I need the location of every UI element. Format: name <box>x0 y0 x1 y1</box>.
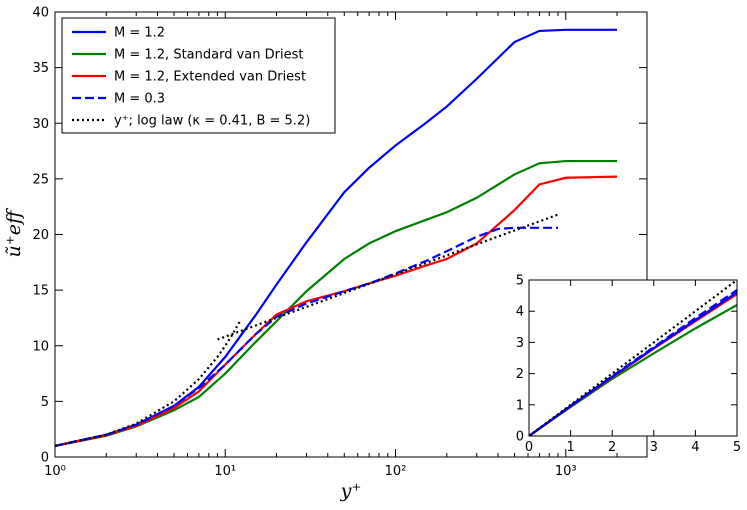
legend-box <box>61 17 336 134</box>
inset-x-tick-label-1: 1 <box>566 440 574 455</box>
inset-x-tick-label-0: 0 <box>525 440 533 455</box>
legend-label-4: y⁺; log law (κ = 0.41, B = 5.2) <box>114 114 310 129</box>
y-axis-label: ũ⁺eff <box>3 207 25 258</box>
legend-label-2: M = 1.2, Extended van Driest <box>114 70 306 85</box>
inset-x-tick-label-2: 2 <box>608 440 616 455</box>
y-tick-label-0: 0 <box>41 451 49 466</box>
inset-series-line-4 <box>529 280 737 436</box>
inset-y-tick-label-4: 4 <box>516 305 524 320</box>
x-tick-label-1: 10¹ <box>214 464 236 479</box>
inset-plot-frame <box>528 279 738 437</box>
y-tick-label-6: 30 <box>32 117 49 132</box>
y-tick-label-5: 25 <box>32 172 49 187</box>
inset-y-tick-label-1: 1 <box>516 398 524 413</box>
series-line-0 <box>55 28 618 447</box>
series-line-2 <box>55 175 618 447</box>
x-tick-label-3: 10³ <box>555 464 577 479</box>
inset-y-tick-label-0: 0 <box>516 430 524 445</box>
legend: M = 1.2 M = 1.2, Standard van Driest M = 1… <box>61 17 336 134</box>
inset-plot: 0 1 2 3 4 5 0 1 2 3 4 5 <box>516 274 741 456</box>
inset-y-tick-label-3: 3 <box>516 336 524 351</box>
y-tick-label-4: 20 <box>32 228 49 243</box>
series-line-4 <box>55 319 242 447</box>
inset-series-line-3 <box>529 289 737 436</box>
series-line-3 <box>55 226 558 447</box>
y-tick-label-8: 40 <box>32 6 49 21</box>
legend-label-0: M = 1.2 <box>114 26 165 41</box>
inset-y-tick-label-2: 2 <box>516 367 524 382</box>
legend-label-3: M = 0.3 <box>114 92 165 107</box>
inset-y-tick-label-5: 5 <box>516 274 524 289</box>
series-line-1 <box>55 159 618 447</box>
inset-x-tick-label-4: 4 <box>691 440 699 455</box>
y-tick-label-1: 5 <box>41 395 49 410</box>
y-tick-label-7: 35 <box>32 61 49 76</box>
inset-x-tick-label-3: 3 <box>650 440 658 455</box>
y-tick-label-3: 15 <box>32 284 49 299</box>
legend-label-1: M = 1.2, Standard van Driest <box>114 48 303 63</box>
x-tick-label-0: 10⁰ <box>44 464 66 479</box>
y-tick-label-2: 10 <box>32 339 49 354</box>
inset-x-tick-label-5: 5 <box>733 440 741 455</box>
x-axis-label: y⁺ <box>340 480 362 502</box>
x-tick-label-2: 10² <box>385 464 407 479</box>
